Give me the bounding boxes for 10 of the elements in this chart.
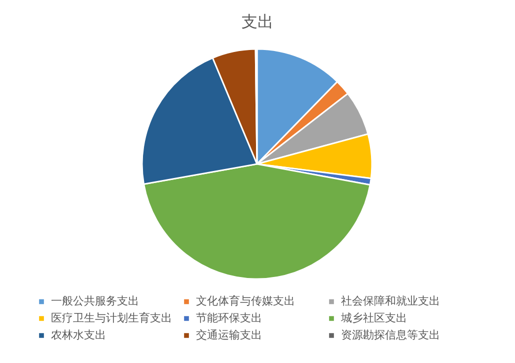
legend-label: 交通运输支出 bbox=[196, 328, 262, 342]
legend-label: 社会保障和就业支出 bbox=[341, 294, 440, 308]
legend-label: 农林水支出 bbox=[51, 328, 106, 342]
chart-title: 支出 bbox=[242, 12, 274, 31]
legend-label: 节能环保支出 bbox=[196, 312, 262, 324]
legend-label: 城乡社区支出 bbox=[340, 312, 407, 324]
legend-label: 医疗卫生与计划生育支出 bbox=[51, 312, 172, 324]
legend-label: 文化体育与传媒支出 bbox=[196, 294, 295, 308]
legend-label: 一般公共服务支出 bbox=[51, 294, 139, 308]
legend-label: 资源勘探信息等支出 bbox=[341, 328, 440, 342]
